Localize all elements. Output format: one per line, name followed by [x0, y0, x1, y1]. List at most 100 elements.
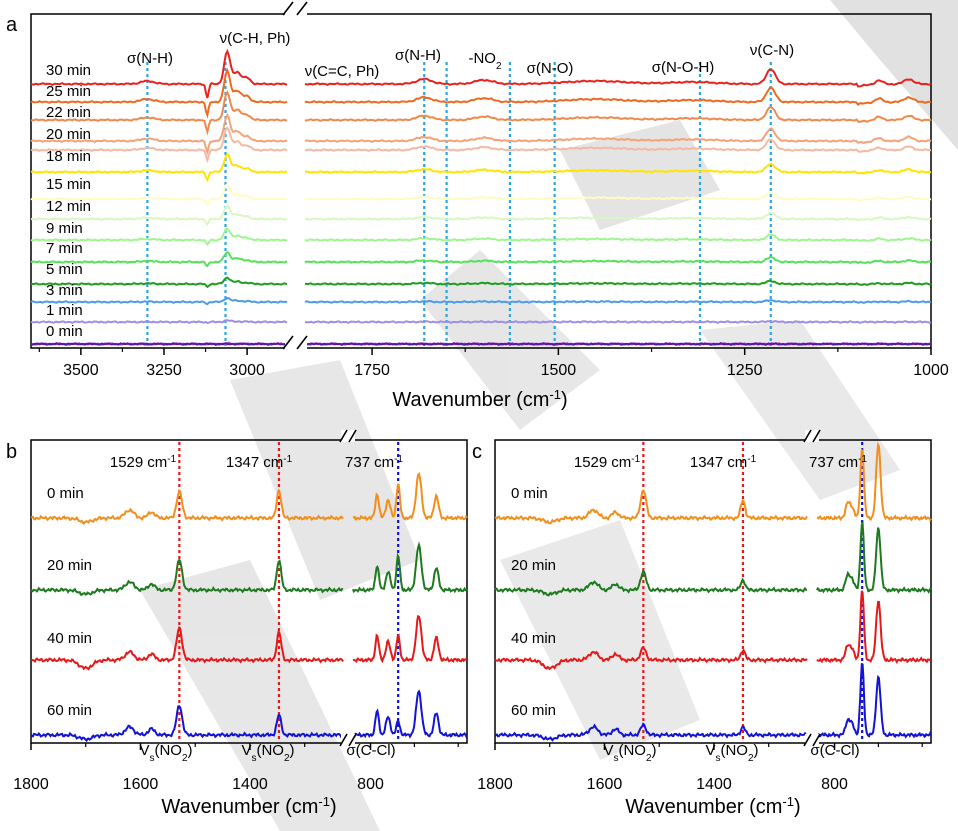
panel-a-series-line-14-seg1 — [304, 341, 932, 347]
pb-series-line-2-seg1 — [352, 614, 468, 664]
panel-a-tick-label: 1250 — [727, 362, 763, 379]
panel-c-x-axis: 1800 1600 1400 800 Wavenumber (cm-1) — [477, 429, 923, 819]
panel-a-annotation-3: σ(N-H) — [395, 47, 441, 64]
pb-series-line-2-seg0 — [30, 626, 344, 671]
panel-a-series-label: 7 min — [46, 240, 83, 257]
pb-peak-label-2: 737 cm-1 — [345, 454, 403, 472]
panel-a-series-line-14-seg0 — [30, 342, 288, 347]
pb-x-axis-label: Wavenumber (cm-1) — [161, 794, 336, 819]
panel-a-series-line-0-seg0 — [30, 48, 288, 99]
panel-a-annotation-6: σ(N-O-H) — [652, 59, 715, 76]
panel-a-series-line-8-seg0 — [30, 227, 288, 246]
panel-a-series-label: 9 min — [46, 220, 83, 237]
pc-x-axis-label: Wavenumber (cm-1) — [625, 794, 800, 819]
panel-a-tick-label: 1500 — [541, 362, 577, 379]
panel-a-break-mark — [282, 335, 294, 350]
pb-tick-label: 1400 — [232, 776, 268, 793]
panel-a-series-line-2-seg1 — [305, 105, 932, 123]
panel-a-series-label: 12 min — [46, 198, 91, 215]
pc-series-line-1-seg1 — [816, 520, 932, 594]
pc-tick-label: 800 — [821, 776, 848, 793]
panel-a-series-line-4-seg1 — [304, 138, 932, 153]
panel-a-break-mark — [296, 335, 308, 350]
panel-b-series — [30, 471, 468, 743]
panel-a-annotation-4: -NO2 — [468, 50, 502, 72]
panel-a-break-mark — [296, 1, 308, 16]
panel-a-x-axis-label: Wavenumber (cm-1) — [392, 387, 567, 412]
pc-bottom-label-1: Vs(NO2) — [705, 742, 758, 764]
panel-c-labels: 0 min 20 min 40 min 60 min 1529 cm-1 1347 cm-1 7… — [511, 454, 867, 764]
panel-a-tick-label: 1750 — [354, 362, 390, 379]
pc-tick-label: 1600 — [587, 776, 623, 793]
pb-series-line-3-seg0 — [30, 705, 344, 743]
panel-a-series-line-2-seg0 — [31, 90, 288, 136]
panel-a-series-label: 22 min — [46, 104, 91, 121]
pc-series-line-3-seg0 — [494, 722, 808, 742]
panel-a-series-line-10-seg0 — [30, 276, 288, 289]
panel-a-series-label: 1 min — [46, 302, 83, 319]
pc-series-label: 0 min — [511, 485, 548, 502]
panel-a-series — [30, 48, 932, 347]
panel-a-series-label: 30 min — [46, 62, 91, 79]
panel-a-series-line-7-seg1 — [304, 211, 932, 222]
panel-a-series-label: 0 min — [46, 323, 83, 340]
panel-a-series-label: 20 min — [46, 126, 91, 143]
panel-a-series-line-3-seg0 — [30, 112, 288, 156]
panel-a-annotation-7: ν(C-N) — [750, 42, 794, 59]
panel-letter-c: c — [472, 441, 482, 463]
panel-a-series-line-11-seg1 — [304, 299, 932, 304]
pc-break-mark — [812, 429, 821, 443]
panel-a-series-line-5-seg1 — [304, 162, 932, 175]
pb-bottom-label-0: Vs(NO2) — [139, 742, 192, 764]
panel-a-series-line-1-seg0 — [30, 67, 288, 119]
panel-a-series-line-8-seg1 — [304, 233, 932, 242]
panel-a-tick-label: 3500 — [63, 362, 99, 379]
pc-series-label: 20 min — [511, 557, 556, 574]
pb-series-line-3-seg1 — [352, 689, 468, 739]
pb-series-label: 60 min — [47, 702, 92, 719]
panel-a-series-line-12-seg0 — [30, 319, 288, 325]
pb-tick-label: 800 — [357, 776, 384, 793]
panel-a-series-label: 5 min — [46, 261, 83, 278]
pc-peak-label-2: 737 cm-1 — [809, 454, 867, 472]
pb-break-mark — [348, 733, 357, 747]
pc-break-mark — [803, 429, 812, 443]
pb-series-line-1-seg0 — [30, 558, 344, 596]
pc-tick-label: 1800 — [477, 776, 513, 793]
panel-b-labels: 0 min 20 min 40 min 60 min 1529 cm-1 1347 cm-1 7… — [47, 454, 403, 764]
panel-a-series-line-1-seg1 — [304, 86, 932, 106]
panel-a-annotation-5: σ(N-O) — [527, 60, 574, 77]
panel-a-series-line-6-seg1 — [304, 191, 932, 202]
panel-a-series-line-12-seg1 — [304, 320, 932, 324]
pb-bottom-label-1: Vs(NO2) — [241, 742, 294, 764]
panel-a-series-line-7-seg0 — [30, 204, 288, 226]
panel-a-series-line-4-seg0 — [30, 126, 288, 164]
pc-bottom-label-2: σ(C-Cl) — [810, 742, 859, 759]
panel-a-tick-label: 1000 — [913, 362, 949, 379]
panel-a-annotation-1: ν(C-H, Ph) — [220, 30, 291, 47]
panel-a-labels: 30 min 25 min 22 min 20 min 18 min 15 min 12 m… — [46, 30, 794, 340]
pc-break-mark — [803, 733, 812, 747]
panel-a-series-line-6-seg0 — [30, 183, 288, 208]
pb-tick-label: 1600 — [123, 776, 159, 793]
panel-a-series-line-9-seg1 — [304, 256, 932, 265]
panel-a-series-line-0-seg1 — [304, 68, 932, 88]
panel-a-frame — [30, 13, 932, 349]
panel-a-tick-label: 3000 — [229, 362, 265, 379]
pb-peak-label-0: 1529 cm-1 — [110, 454, 177, 472]
pb-series-label: 20 min — [47, 557, 92, 574]
pb-break-mark — [339, 429, 348, 443]
panel-a-annotation-2: ν(C=C, Ph) — [305, 63, 380, 80]
panel-a-series-line-5-seg0 — [30, 152, 288, 183]
panel-a-series-label: 25 min — [46, 83, 91, 100]
pb-series-label: 0 min — [47, 485, 84, 502]
pb-break-mark — [339, 733, 348, 747]
panel-a-series-line-9-seg0 — [30, 250, 288, 268]
pc-tick-label: 1400 — [696, 776, 732, 793]
pb-bottom-label-2: σ(C-Cl) — [346, 742, 395, 759]
pb-tick-label: 1800 — [13, 776, 49, 793]
pc-series-line-0-seg0 — [494, 489, 808, 525]
panel-a-annotation-0: σ(N-H) — [127, 50, 173, 67]
pc-series-label: 40 min — [511, 630, 556, 647]
pc-series-line-2-seg1 — [816, 590, 931, 665]
